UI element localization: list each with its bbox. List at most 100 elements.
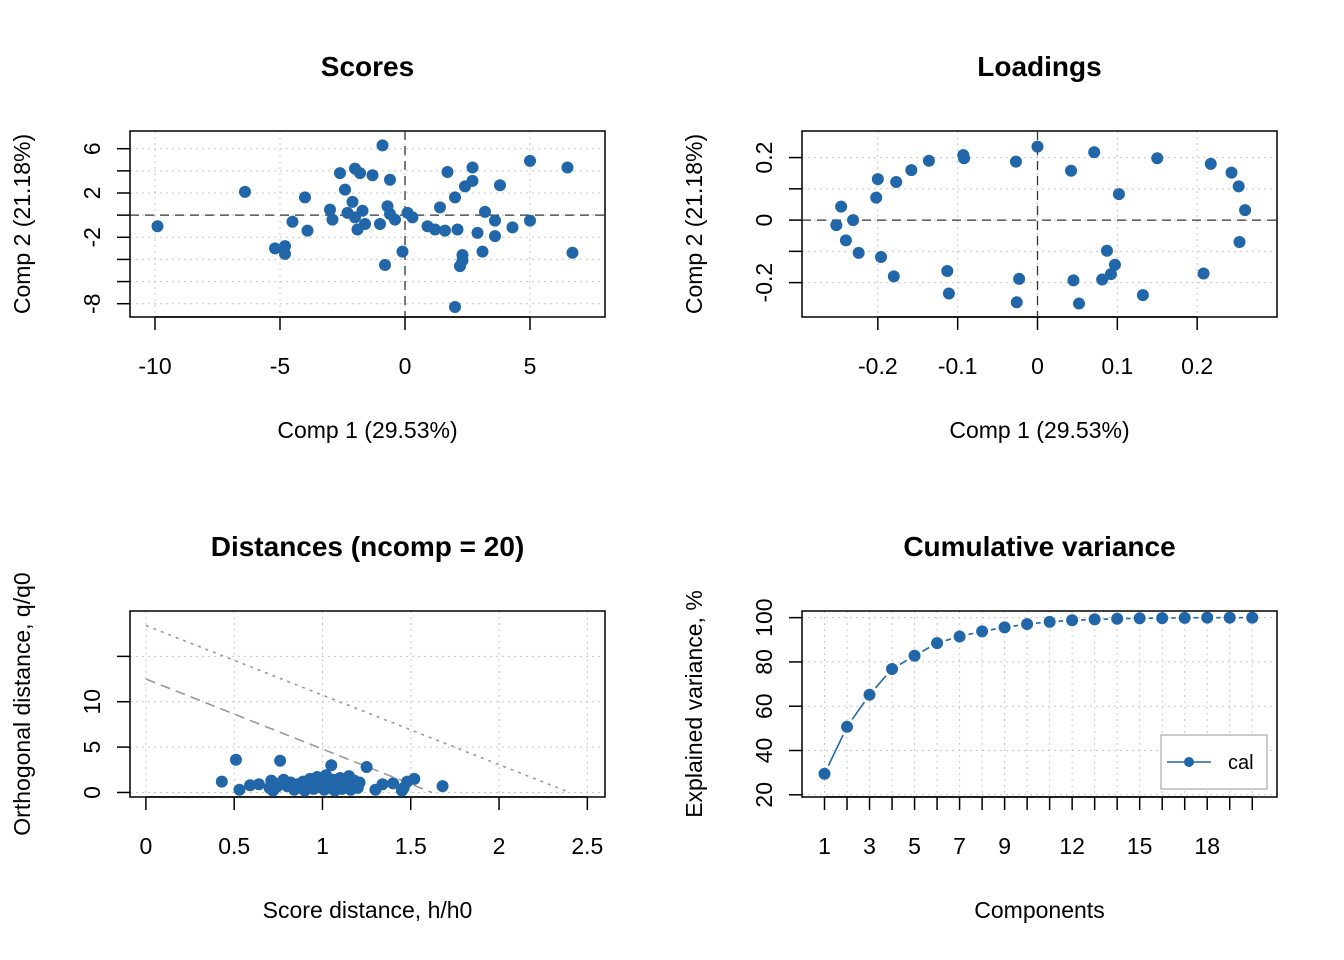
data-point: [1065, 164, 1078, 177]
x-axis-label: Score distance, h/h0: [263, 897, 473, 923]
data-point: [1013, 272, 1026, 285]
data-point: [976, 625, 989, 638]
x-axis-label: Components: [974, 897, 1104, 923]
y-tick-label: -0.2: [751, 263, 777, 303]
data-point: [1100, 244, 1113, 257]
data-point: [466, 161, 479, 174]
data-point: [941, 265, 954, 278]
data-point: [387, 777, 400, 790]
x-tick-label: 0: [399, 353, 412, 379]
data-point: [998, 621, 1011, 634]
data-point: [1239, 204, 1252, 217]
y-tick-label: 10: [79, 689, 105, 715]
data-point: [429, 223, 441, 236]
data-point: [229, 753, 242, 766]
data-point: [847, 214, 860, 227]
y-axis-label: Comp 2 (21.18%): [9, 134, 35, 314]
data-point: [1021, 618, 1034, 631]
data-point: [244, 779, 257, 792]
data-point: [151, 220, 164, 233]
data-point: [1073, 297, 1086, 310]
y-axis-label: Comp 2 (21.18%): [681, 134, 707, 314]
x-tick-label: 15: [1127, 833, 1153, 859]
x-tick-label: -0.1: [938, 353, 978, 379]
data-point: [1201, 611, 1214, 624]
data-point: [1104, 268, 1117, 281]
data-point: [1088, 146, 1101, 159]
data-point: [886, 663, 899, 676]
y-tick-label: 60: [751, 693, 777, 719]
data-point: [905, 164, 918, 177]
data-point: [931, 637, 944, 650]
data-point: [1108, 258, 1121, 271]
data-point: [374, 218, 386, 230]
data-point: [436, 780, 449, 793]
series-segment: [968, 632, 974, 636]
x-tick-label: 5: [908, 833, 921, 859]
data-point: [561, 161, 574, 174]
y-tick-label: 100: [751, 598, 777, 636]
data-point: [870, 191, 883, 204]
data-point: [863, 688, 876, 701]
data-point: [1233, 235, 1246, 248]
x-tick-label: 1.5: [395, 833, 427, 859]
x-tick-label: 7: [953, 833, 966, 859]
y-tick-label: 40: [751, 738, 777, 764]
data-point: [376, 778, 389, 791]
data-point: [887, 270, 900, 283]
loadings-panel: Loadings Comp 1 (29.53%) Comp 2 (21.18%) -0…: [681, 51, 1278, 443]
data-point: [1223, 611, 1236, 624]
data-point: [324, 203, 336, 216]
data-point: [875, 250, 888, 263]
y-axis-label: Explained variance, %: [681, 590, 707, 818]
data-point: [233, 783, 246, 796]
x-tick-label: 1: [316, 833, 329, 859]
data-point: [1136, 289, 1149, 302]
data-point: [908, 649, 921, 662]
data-point: [339, 183, 351, 196]
data-point: [1112, 188, 1125, 201]
data-point: [471, 226, 484, 239]
data-point: [1009, 155, 1022, 168]
data-point: [286, 215, 299, 228]
data-point: [439, 224, 451, 237]
x-tick-label: 5: [524, 353, 537, 379]
data-point: [252, 778, 265, 791]
series-segment: [945, 638, 952, 642]
data-point: [830, 219, 843, 232]
data-point: [406, 211, 419, 224]
data-point: [1088, 613, 1101, 626]
data-point: [489, 230, 501, 243]
data-point: [456, 254, 469, 267]
scores-panel: Scores Comp 1 (29.53%) Comp 2 (21.18%) -10 -…: [9, 51, 606, 443]
data-point: [476, 245, 489, 258]
y-tick-label: 6: [79, 142, 105, 155]
x-tick-label: 12: [1059, 833, 1085, 859]
data-point: [1066, 614, 1079, 627]
y-tick-label: 0: [751, 214, 777, 227]
y-tick-label: 80: [751, 649, 777, 675]
data-point: [434, 201, 446, 214]
legend-label: cal: [1228, 752, 1254, 774]
data-point: [1067, 274, 1080, 287]
data-point: [408, 772, 421, 785]
limit-line-dotted: [145, 624, 570, 794]
data-point: [871, 173, 884, 186]
data-point: [441, 165, 454, 178]
data-point: [396, 245, 409, 258]
series-segment: [1013, 624, 1019, 627]
data-point: [942, 287, 955, 300]
x-tick-label: -10: [138, 353, 171, 379]
series-segment: [874, 675, 887, 689]
data-point: [494, 179, 506, 192]
series-segment: [990, 628, 996, 631]
x-tick-label: 0: [139, 833, 152, 859]
distances-panel: Distances (ncomp = 20) Score distance, h/…: [9, 531, 606, 923]
data-point: [274, 754, 287, 767]
cumulative-variance-panel: Cumulative variance Components Explained v…: [681, 531, 1278, 923]
data-point: [359, 218, 371, 230]
series-segment: [922, 646, 930, 653]
data-point: [1151, 152, 1164, 165]
x-tick-label: 2.5: [571, 833, 603, 859]
x-axis-label: Comp 1 (29.53%): [277, 417, 457, 443]
